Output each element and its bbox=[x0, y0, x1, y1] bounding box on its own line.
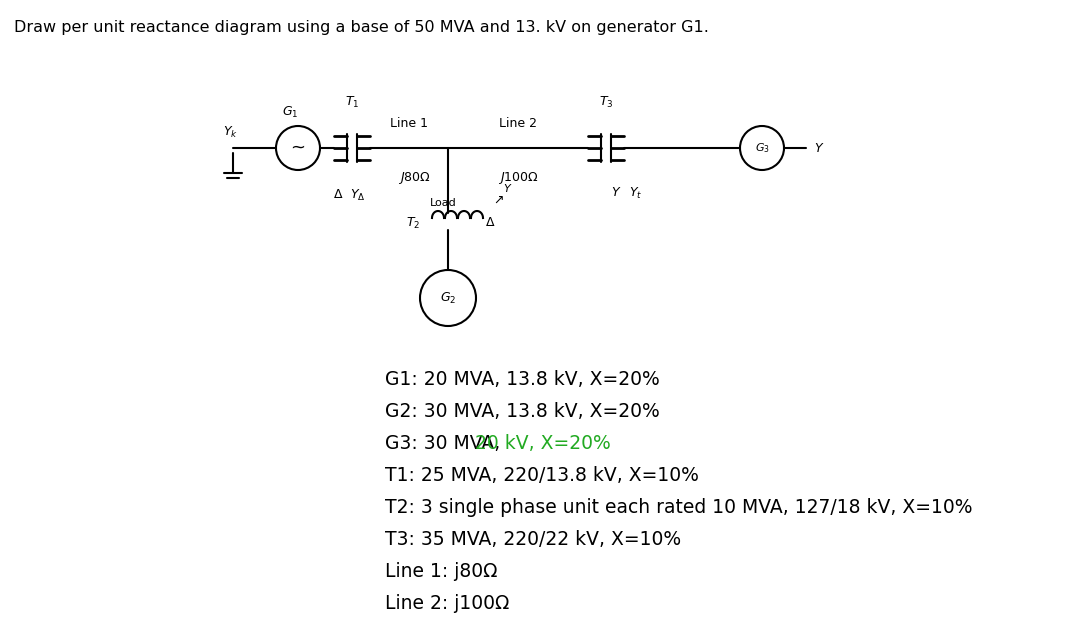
Text: ~: ~ bbox=[290, 139, 305, 157]
Text: $G_2$: $G_2$ bbox=[440, 290, 456, 305]
Text: $J100\Omega$: $J100\Omega$ bbox=[498, 170, 538, 186]
Text: $\nearrow$: $\nearrow$ bbox=[492, 194, 505, 206]
Text: Line 2: Line 2 bbox=[499, 117, 537, 130]
Text: Line 1: Line 1 bbox=[390, 117, 428, 130]
Text: 20 kV, X=20%: 20 kV, X=20% bbox=[475, 434, 611, 453]
Text: $T_1$: $T_1$ bbox=[344, 95, 360, 110]
Text: T3: 35 MVA, 220/22 kV, X=10%: T3: 35 MVA, 220/22 kV, X=10% bbox=[384, 530, 681, 549]
Text: $Y$: $Y$ bbox=[814, 142, 824, 154]
Text: $J80\Omega$: $J80\Omega$ bbox=[397, 170, 430, 186]
Text: Load: Load bbox=[430, 198, 456, 208]
Text: G3: 30 MVA,: G3: 30 MVA, bbox=[384, 434, 506, 453]
Text: G2: 30 MVA, 13.8 kV, X=20%: G2: 30 MVA, 13.8 kV, X=20% bbox=[384, 402, 660, 421]
Text: T2: 3 single phase unit each rated 10 MVA, 127/18 kV, X=10%: T2: 3 single phase unit each rated 10 MV… bbox=[384, 498, 973, 517]
Text: $Y_\Delta$: $Y_\Delta$ bbox=[350, 188, 366, 203]
Text: Line 1: j80Ω: Line 1: j80Ω bbox=[384, 562, 497, 581]
Text: Line 2: j100Ω: Line 2: j100Ω bbox=[384, 594, 509, 613]
Text: $\Delta$: $\Delta$ bbox=[332, 188, 343, 201]
Text: T1: 25 MVA, 220/13.8 kV, X=10%: T1: 25 MVA, 220/13.8 kV, X=10% bbox=[384, 466, 699, 485]
Text: G1: 20 MVA, 13.8 kV, X=20%: G1: 20 MVA, 13.8 kV, X=20% bbox=[384, 370, 660, 389]
Text: $T_2$: $T_2$ bbox=[406, 216, 420, 231]
Text: $G_3$: $G_3$ bbox=[755, 141, 769, 155]
Text: $G_1$: $G_1$ bbox=[282, 105, 298, 120]
Text: $\Delta$: $\Delta$ bbox=[485, 216, 495, 229]
Text: $Y$: $Y$ bbox=[504, 182, 512, 194]
Text: $T_3$: $T_3$ bbox=[599, 95, 613, 110]
Text: $Y$: $Y$ bbox=[611, 186, 622, 199]
Text: Draw per unit reactance diagram using a base of 50 MVA and 13. kV on generator G: Draw per unit reactance diagram using a … bbox=[14, 20, 709, 35]
Text: $Y_k$: $Y_k$ bbox=[222, 125, 237, 140]
Text: $Y_t$: $Y_t$ bbox=[629, 186, 642, 201]
